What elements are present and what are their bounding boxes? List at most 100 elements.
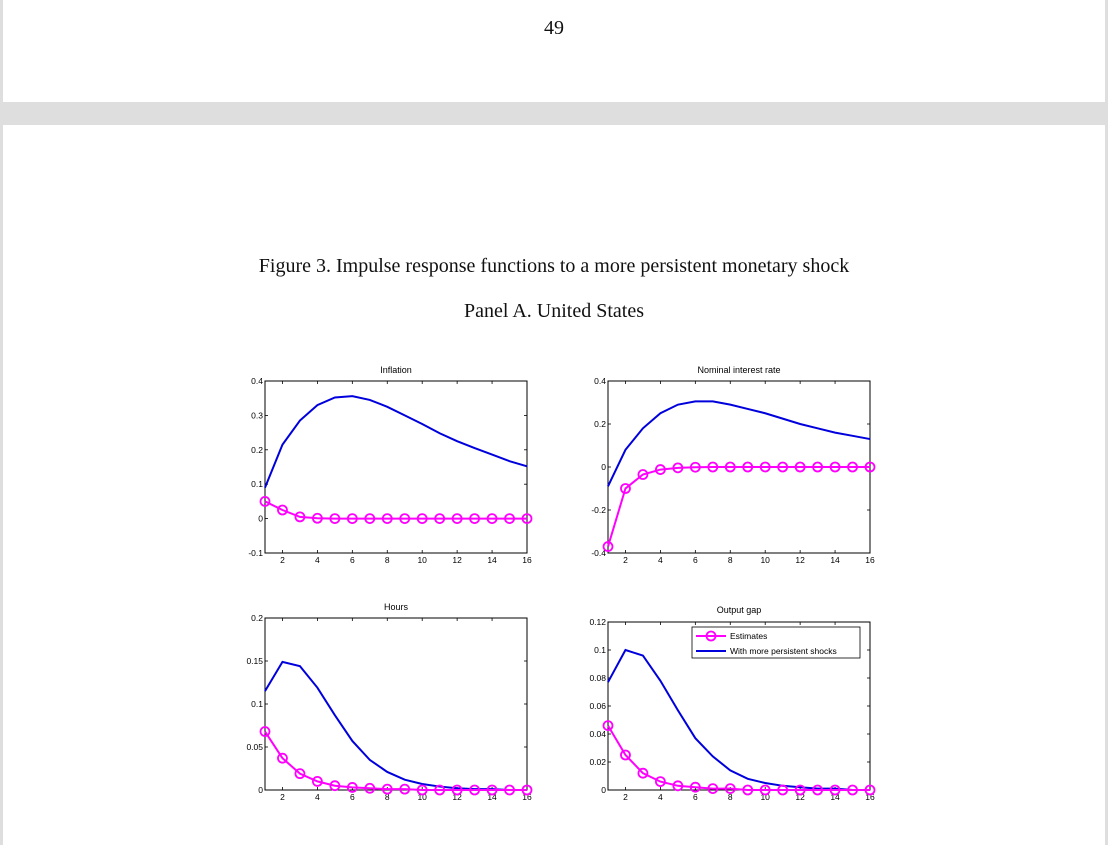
x-tick-label: 14 — [487, 792, 497, 802]
subplot-title: Nominal interest rate — [697, 365, 780, 375]
estimate-point — [847, 461, 858, 473]
y-tick-label: 0.1 — [251, 699, 263, 709]
estimate-point — [381, 783, 393, 795]
estimate-point — [434, 784, 446, 796]
estimate-point — [672, 780, 684, 792]
x-tick-label: 2 — [623, 792, 628, 802]
x-tick-label: 10 — [760, 792, 770, 802]
x-tick-label: 8 — [385, 555, 390, 565]
x-tick-label: 16 — [522, 555, 532, 565]
y-tick-label: 0.4 — [251, 376, 263, 386]
estimate-point — [689, 781, 701, 793]
page-number: 49 — [544, 17, 564, 39]
estimate-point — [486, 784, 498, 796]
estimate-point — [277, 752, 288, 764]
estimates-line — [264, 500, 527, 520]
estimate-point — [707, 461, 719, 473]
legend-marker — [705, 630, 717, 642]
estimate-point — [364, 782, 376, 794]
x-tick-label: 6 — [693, 555, 698, 565]
estimates-line — [607, 725, 870, 791]
estimates-line — [264, 730, 527, 791]
estimate-point — [434, 513, 446, 524]
x-tick-label: 4 — [658, 555, 663, 565]
estimates-line — [607, 466, 870, 547]
y-tick-label: 0.1 — [594, 645, 606, 655]
x-tick-label: 8 — [385, 792, 390, 802]
estimate-point — [486, 513, 498, 524]
legend-box — [691, 626, 861, 659]
x-tick-label: 4 — [315, 555, 320, 565]
estimate-point — [521, 513, 533, 524]
estimate-point — [416, 513, 428, 524]
estimate-point — [794, 784, 806, 796]
estimate-point — [672, 462, 684, 474]
y-tick-label: 0.3 — [251, 410, 263, 420]
x-tick-label: 16 — [522, 792, 532, 802]
y-tick-label: 0.1 — [251, 479, 263, 489]
estimate-point — [847, 784, 858, 796]
estimate-point — [707, 783, 719, 794]
y-tick-label: 0.05 — [246, 742, 263, 752]
subplot-title: Output gap — [717, 605, 762, 615]
y-tick-label: 0.2 — [594, 419, 606, 429]
y-tick-label: -0.1 — [248, 548, 263, 558]
x-tick-label: 2 — [623, 555, 628, 565]
x-tick-label: 10 — [417, 555, 427, 565]
estimate-point — [259, 495, 271, 507]
subplot-title: Hours — [384, 602, 409, 612]
estimate-point — [637, 767, 649, 779]
estimate-point — [777, 784, 789, 796]
x-tick-label: 12 — [452, 792, 462, 802]
y-tick-label: 0.4 — [594, 376, 606, 386]
estimate-point — [346, 513, 358, 524]
estimate-point — [602, 720, 614, 731]
x-tick-label: 16 — [865, 555, 875, 565]
x-tick-label: 14 — [830, 555, 840, 565]
estimate-point — [829, 461, 841, 473]
estimate-point — [724, 461, 736, 473]
estimate-point — [469, 513, 481, 524]
estimate-point — [521, 784, 533, 796]
x-tick-label: 12 — [795, 792, 805, 802]
estimate-point — [742, 784, 754, 796]
estimate-point — [311, 512, 323, 524]
x-tick-label: 10 — [417, 792, 427, 802]
estimate-point — [742, 461, 754, 473]
estimate-point — [689, 461, 701, 473]
estimate-point — [655, 776, 666, 787]
y-tick-label: 0.06 — [589, 701, 606, 711]
y-tick-label: 0 — [601, 462, 606, 472]
estimate-point — [655, 464, 666, 475]
estimate-point — [812, 461, 823, 473]
x-tick-label: 6 — [350, 792, 355, 802]
y-tick-label: -0.4 — [591, 548, 606, 558]
x-tick-label: 14 — [830, 792, 840, 802]
estimate-point — [829, 784, 841, 796]
estimate-point — [724, 783, 736, 794]
y-tick-label: 0.04 — [589, 729, 606, 739]
x-tick-label: 2 — [280, 792, 285, 802]
x-tick-label: 12 — [795, 555, 805, 565]
x-tick-label: 8 — [728, 555, 733, 565]
x-tick-label: 8 — [728, 792, 733, 802]
y-tick-label: 0.15 — [246, 656, 263, 666]
plot-frame — [264, 380, 528, 554]
estimate-point — [620, 483, 631, 494]
subplot-1: Nominal interest rate 2 4 6 8 10 12 14 16 -0.4 -0.… — [591, 365, 876, 565]
x-tick-label: 12 — [452, 555, 462, 565]
plot-frame — [264, 617, 528, 791]
x-tick-label: 16 — [865, 792, 875, 802]
estimate-point — [329, 780, 341, 792]
estimate-point — [364, 513, 376, 524]
y-tick-label: -0.2 — [591, 505, 606, 515]
previous-page: 49 — [3, 0, 1105, 102]
legend-label: With more persistent shocks — [730, 646, 837, 656]
estimate-point — [399, 783, 411, 795]
subplot-title: Inflation — [380, 365, 412, 375]
estimate-point — [812, 784, 823, 796]
estimate-point — [451, 784, 463, 796]
figure-title: Figure 3. Impulse response functions to … — [258, 255, 850, 277]
estimate-point — [259, 726, 271, 737]
